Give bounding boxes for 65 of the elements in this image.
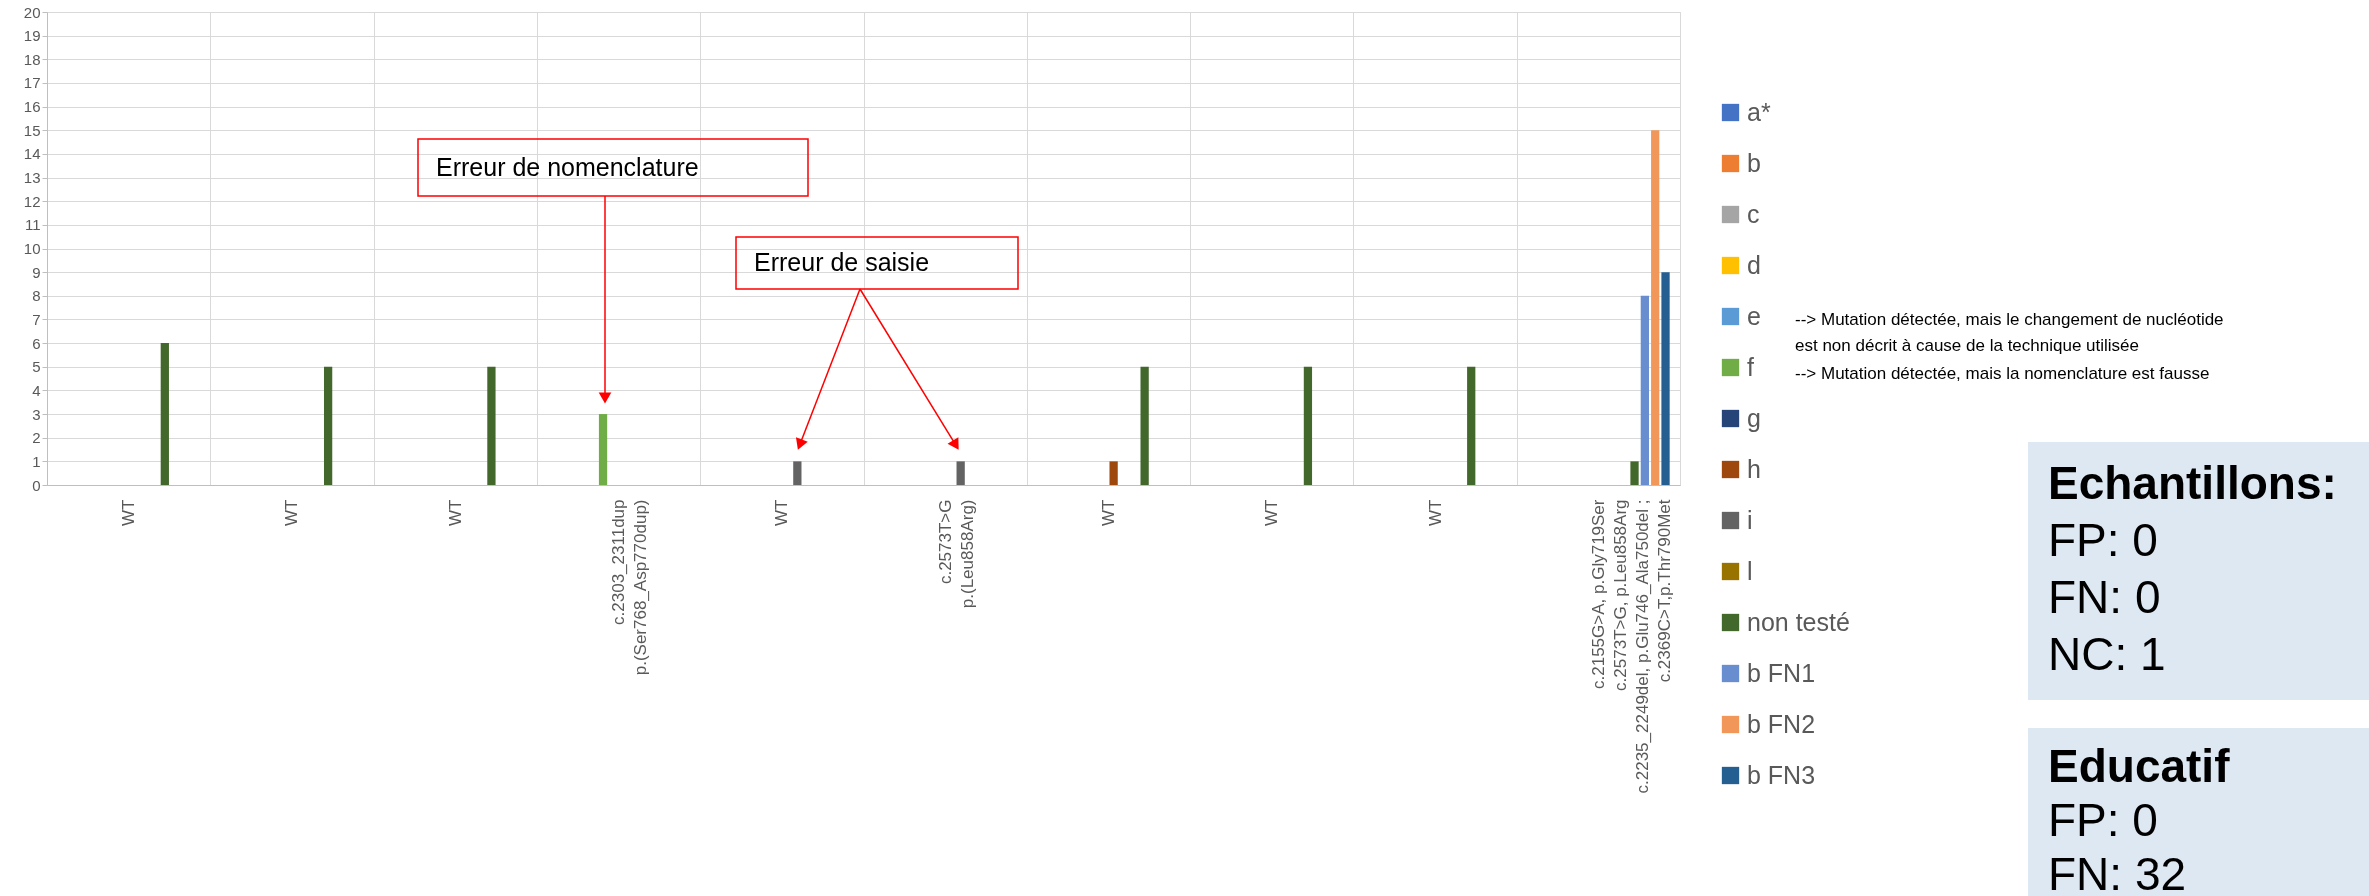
y-tick-label: 6 [32,334,41,352]
text: --> Mutation détectée, mais la nomenclature est fausse [1795,364,2210,383]
y-tick-label: 7 [32,310,41,328]
y-tick-label: 2 [32,429,41,447]
y-tick-label: 17 [23,74,41,92]
bar [956,461,965,485]
bar [1661,272,1670,485]
x-tick-label: c.2155G>A, p.Gly719Ser c.2573T>G, p.Leu858Arg c.2235_2249del, p.Glu746_Ala750del ; c.2369C>T,p.Thr790Met [1588,499,1674,794]
legend-label: b FN1 [1747,658,1816,687]
y-tick-label: 20 [23,3,41,21]
legend-label: b [1747,148,1761,177]
bar [793,461,802,485]
y-tick-label: 5 [32,358,41,376]
x-tick-label: c.2303_2311dup p.(Ser768_Asp770dup) [609,499,651,676]
bar [1303,366,1313,485]
x-tick-label: WT [772,499,792,526]
x-tick-label: WT [282,499,302,526]
legend-label: i [1747,505,1753,534]
bar [1467,366,1476,485]
x-tick-label: WT [1425,499,1445,526]
y-tick-label: 1 [32,452,41,470]
bar [323,366,333,485]
y-tick-label: 10 [23,240,41,257]
legend-label: a* [1747,97,1771,126]
y-tick-label: 16 [23,98,41,116]
bar [1109,461,1118,485]
y-tick-label: 12 [23,192,41,210]
legend-label: c [1747,199,1760,228]
bar [598,414,608,485]
bar [1651,130,1660,485]
bar [487,366,496,485]
y-tick-label: 8 [32,287,41,305]
text: --> Mutation détectée, mais le changement de nucléotide est non décrit à cause de la technique utilisée [1795,310,2224,355]
x-tick-label: WT [1262,499,1282,526]
y-tick-label: 13 [23,169,41,187]
y-tick-label: 11 [24,216,41,234]
legend-label: b FN2 [1747,709,1816,738]
legend-label: non testé [1747,607,1850,636]
y-tick-label: 19 [23,27,41,45]
legend-label: d [1747,250,1761,279]
legend-label: l [1747,556,1753,585]
y-tick-label: 0 [32,476,41,494]
x-tick-label: WT [119,499,139,526]
y-tick-label: 3 [32,405,41,423]
bar [1630,461,1639,485]
bar [160,343,169,485]
legend-label: b FN3 [1747,760,1816,789]
annotation: Erreur de nomenclature [436,152,699,181]
legend-label: g [1747,403,1761,432]
legend-label: e [1747,301,1761,330]
annotation: Erreur de saisie [754,248,930,276]
legend-label: h [1747,454,1761,483]
y-tick-label: 4 [32,381,41,399]
x-tick-label: WT [1098,499,1118,526]
text: Educatif FP: 0 FN: 32 [2048,740,2231,896]
y-tick-label: 15 [23,121,41,139]
text: Echantillons: FP: 0 FN: 0 NC: 1 [2048,457,2337,680]
bar [1640,295,1649,485]
legend-label: f [1747,352,1754,381]
bar [1140,366,1149,485]
y-tick-label: 14 [23,145,41,163]
y-tick-label: 9 [32,263,41,281]
x-tick-label: c.2573T>G p.(Leu858Arg) [935,499,977,609]
x-tick-label: WT [445,499,465,526]
y-tick-label: 18 [23,50,41,68]
